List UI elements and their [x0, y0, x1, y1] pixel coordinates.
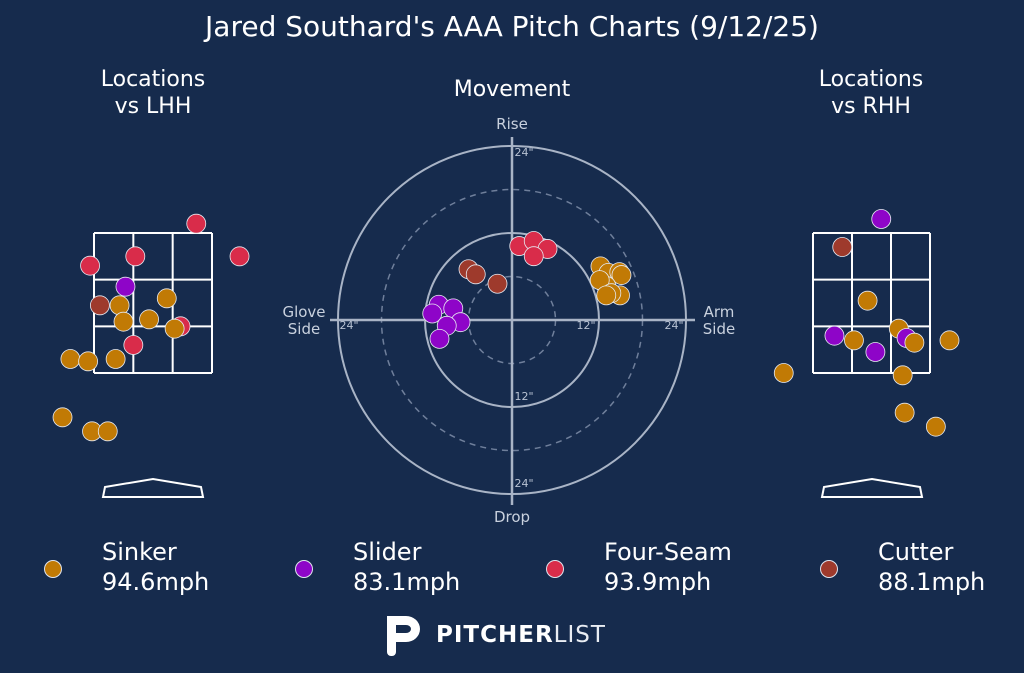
- rhh-panel-title: Locations vs RHH: [778, 66, 964, 120]
- slider-pitch-dot: [422, 303, 443, 324]
- rhh-title-line2: vs RHH: [831, 94, 911, 119]
- arm-side-label: Arm: [704, 303, 735, 321]
- sinker-pitch-dot: [97, 421, 118, 442]
- cutter-pitch-dot: [487, 273, 508, 294]
- legend-swatch: [546, 560, 564, 578]
- slider-pitch-dot: [871, 209, 892, 229]
- legend-swatch: [44, 560, 62, 578]
- legend-pitch-speed: 93.9mph: [604, 568, 712, 596]
- sinker-pitch-dot: [105, 349, 126, 369]
- pitcherlist-p-icon: [387, 616, 420, 656]
- legend-swatch: [295, 560, 313, 578]
- legend-pitch-name: Slider: [353, 538, 422, 566]
- sinker-pitch-dot: [844, 330, 864, 351]
- rhh-strike-zone: [812, 232, 931, 498]
- slider-pitch-dot: [429, 328, 450, 349]
- sinker-pitch-dot: [113, 311, 134, 332]
- legend-pitch-speed: 88.1mph: [878, 568, 986, 596]
- sinker-pitch-dot: [60, 349, 81, 369]
- sinker-pitch-dot: [52, 407, 73, 428]
- legend-pitch-name: Four-Seam: [604, 538, 732, 566]
- brand-light-text: LIST: [553, 622, 606, 648]
- sinker-pitch-dot: [857, 290, 878, 311]
- sinker-pitch-dot: [109, 295, 130, 316]
- sinker-pitch-dot: [904, 332, 925, 353]
- drop-label: Drop: [494, 508, 530, 526]
- home-plate: [820, 477, 924, 498]
- movement-panel-title: Movement: [453, 77, 571, 102]
- slider-pitch-dot: [824, 325, 845, 346]
- lhh-panel-title: Locations vs LHH: [60, 66, 246, 120]
- sinker-pitch-dot: [164, 318, 185, 339]
- chart-title: Jared Southard's AAA Pitch Charts (9/12/…: [205, 10, 819, 43]
- glove-side-label: Glove: [282, 303, 325, 321]
- sinker-pitch-dot: [925, 416, 946, 437]
- sinker-pitch-dot: [939, 330, 960, 351]
- slider-pitch-dot: [865, 342, 886, 362]
- cutter-pitch-dot: [90, 295, 110, 316]
- rhh-title-line1: Locations: [818, 67, 924, 92]
- home-plate: [101, 477, 205, 498]
- legend-pitch-speed: 94.6mph: [102, 568, 210, 596]
- four-seam-pitch-dot: [523, 246, 544, 267]
- sinker-pitch-dot: [156, 288, 177, 309]
- legend-pitch-name: Cutter: [878, 538, 954, 566]
- sinker-pitch-dot: [611, 265, 632, 285]
- ring-label: 24": [514, 146, 533, 159]
- sinker-pitch-dot: [78, 351, 98, 372]
- sinker-pitch-dot: [596, 285, 617, 306]
- brand-bold-text: PITCHER: [436, 622, 554, 648]
- rise-label: Rise: [496, 115, 528, 133]
- four-seam-pitch-dot: [80, 255, 100, 276]
- sinker-pitch-dot: [773, 363, 794, 383]
- movement-plot: 24"24" 12" 24"12"24"RiseDropGloveSideArmSi…: [282, 115, 735, 526]
- sinker-pitch-dot: [892, 365, 913, 386]
- legend-pitch-speed: 83.1mph: [353, 568, 461, 596]
- lhh-title-line1: Locations: [100, 67, 206, 92]
- cutter-pitch-dot: [465, 264, 486, 285]
- glove-side-label: Side: [288, 320, 320, 338]
- ring-label: 12": [514, 390, 533, 403]
- legend-swatch: [820, 560, 838, 578]
- four-seam-pitch-dot: [186, 213, 207, 234]
- cutter-pitch-dot: [832, 237, 853, 257]
- ring-label: 24": [664, 319, 683, 332]
- brand-wordmark: PITCHERLIST: [436, 622, 606, 648]
- arm-side-label: Side: [703, 320, 735, 338]
- sinker-pitch-dot: [139, 309, 159, 330]
- slider-pitch-dot: [115, 276, 136, 297]
- ring-label: 12": [576, 319, 595, 332]
- legend-pitch-name: Sinker: [102, 538, 177, 566]
- ring-label: 24": [339, 319, 358, 332]
- ring-label: 24": [514, 477, 533, 490]
- lhh-title-line2: vs LHH: [114, 94, 192, 119]
- sinker-pitch-dot: [894, 402, 915, 423]
- four-seam-pitch-dot: [229, 246, 250, 267]
- pitch-points: [52, 209, 960, 442]
- four-seam-pitch-dot: [125, 246, 146, 267]
- four-seam-pitch-dot: [123, 335, 144, 355]
